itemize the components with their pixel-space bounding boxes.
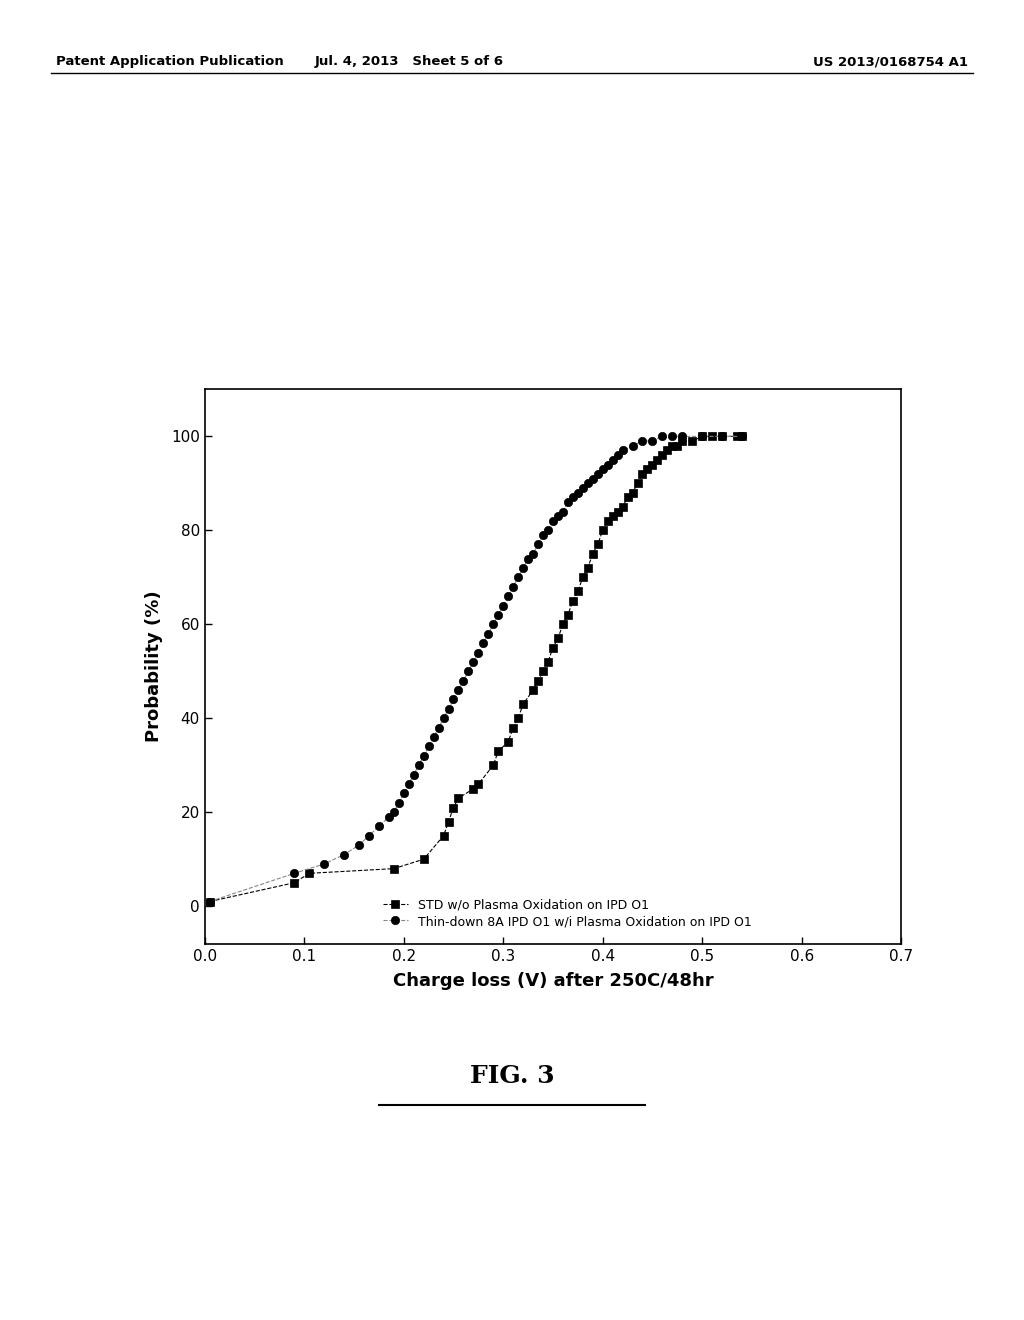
STD w/o Plasma Oxidation on IPD O1 (542, 653, 554, 669)
STD w/o Plasma Oxidation on IPD O1 (204, 894, 216, 909)
STD w/o Plasma Oxidation on IPD O1 (736, 429, 749, 445)
Thin-down 8A IPD O1 w/i Plasma Oxidation on IPD O1 (522, 550, 535, 566)
Thin-down 8A IPD O1 w/i Plasma Oxidation on IPD O1 (656, 429, 669, 445)
Legend: STD w/o Plasma Oxidation on IPD O1, Thin-down 8A IPD O1 w/i Plasma Oxidation on : STD w/o Plasma Oxidation on IPD O1, Thin… (379, 895, 755, 932)
Thin-down 8A IPD O1 w/i Plasma Oxidation on IPD O1 (736, 429, 749, 445)
Text: Patent Application Publication: Patent Application Publication (56, 55, 284, 69)
Thin-down 8A IPD O1 w/i Plasma Oxidation on IPD O1 (552, 508, 564, 524)
Thin-down 8A IPD O1 w/i Plasma Oxidation on IPD O1 (204, 894, 216, 909)
STD w/o Plasma Oxidation on IPD O1 (601, 513, 613, 529)
Line: STD w/o Plasma Oxidation on IPD O1: STD w/o Plasma Oxidation on IPD O1 (206, 432, 746, 906)
X-axis label: Charge loss (V) after 250C/48hr: Charge loss (V) after 250C/48hr (392, 972, 714, 990)
STD w/o Plasma Oxidation on IPD O1 (467, 781, 479, 797)
STD w/o Plasma Oxidation on IPD O1 (696, 429, 709, 445)
Thin-down 8A IPD O1 w/i Plasma Oxidation on IPD O1 (502, 589, 514, 605)
Text: Jul. 4, 2013   Sheet 5 of 6: Jul. 4, 2013 Sheet 5 of 6 (315, 55, 504, 69)
STD w/o Plasma Oxidation on IPD O1 (587, 546, 599, 562)
Thin-down 8A IPD O1 w/i Plasma Oxidation on IPD O1 (477, 635, 489, 651)
Thin-down 8A IPD O1 w/i Plasma Oxidation on IPD O1 (388, 804, 400, 820)
STD w/o Plasma Oxidation on IPD O1 (622, 490, 634, 506)
Text: US 2013/0168754 A1: US 2013/0168754 A1 (813, 55, 968, 69)
Line: Thin-down 8A IPD O1 w/i Plasma Oxidation on IPD O1: Thin-down 8A IPD O1 w/i Plasma Oxidation… (206, 432, 746, 906)
STD w/o Plasma Oxidation on IPD O1 (597, 523, 609, 539)
Thin-down 8A IPD O1 w/i Plasma Oxidation on IPD O1 (547, 513, 559, 529)
Y-axis label: Probability (%): Probability (%) (144, 591, 163, 742)
Text: FIG. 3: FIG. 3 (470, 1064, 554, 1088)
